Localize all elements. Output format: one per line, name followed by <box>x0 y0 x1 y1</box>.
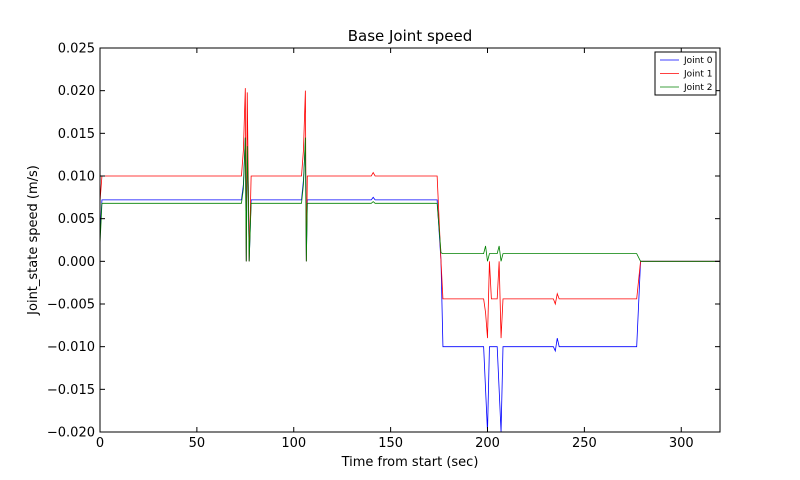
y-tick-label: −0.015 <box>47 383 95 398</box>
x-tick-label: 200 <box>475 436 500 451</box>
series-line-joint-1 <box>100 88 720 339</box>
x-tick-label: 250 <box>572 436 597 451</box>
legend: Joint 0 Joint 1 Joint 2 <box>654 51 717 96</box>
y-tick-label: −0.010 <box>47 340 95 355</box>
x-axis-label: Time from start (sec) <box>341 455 479 470</box>
y-tick-label: −0.005 <box>47 298 95 313</box>
y-tick-label: 0.010 <box>58 170 95 185</box>
chart-title: Base Joint speed <box>348 27 473 45</box>
legend-label-joint-1: Joint 1 <box>683 70 712 80</box>
series-line-joint-0 <box>100 137 720 432</box>
series-line-joint-2 <box>100 137 720 262</box>
x-tick-label: 150 <box>378 436 403 451</box>
plot-area: 0 50 100 150 200 250 300 −0.020 −0.015 −0.010 −0.0… <box>47 42 721 451</box>
x-tick-label: 50 <box>189 436 206 451</box>
y-tick-label: 0.000 <box>58 255 95 270</box>
y-axis-label: Joint_state speed (m/s) <box>26 165 41 316</box>
legend-label-joint-0: Joint 0 <box>683 56 713 66</box>
y-tick-label: −0.020 <box>47 426 95 441</box>
x-tick-label: 300 <box>669 436 694 451</box>
y-tick-label: 0.025 <box>58 42 95 57</box>
y-tick-label: 0.015 <box>58 127 95 142</box>
legend-label-joint-2: Joint 2 <box>683 83 712 93</box>
plot-frame <box>99 47 721 433</box>
y-tick-label: 0.020 <box>58 84 95 99</box>
x-tick-label: 100 <box>281 436 306 451</box>
y-tick-label: 0.005 <box>58 212 95 227</box>
x-tick-label: 0 <box>96 436 104 451</box>
